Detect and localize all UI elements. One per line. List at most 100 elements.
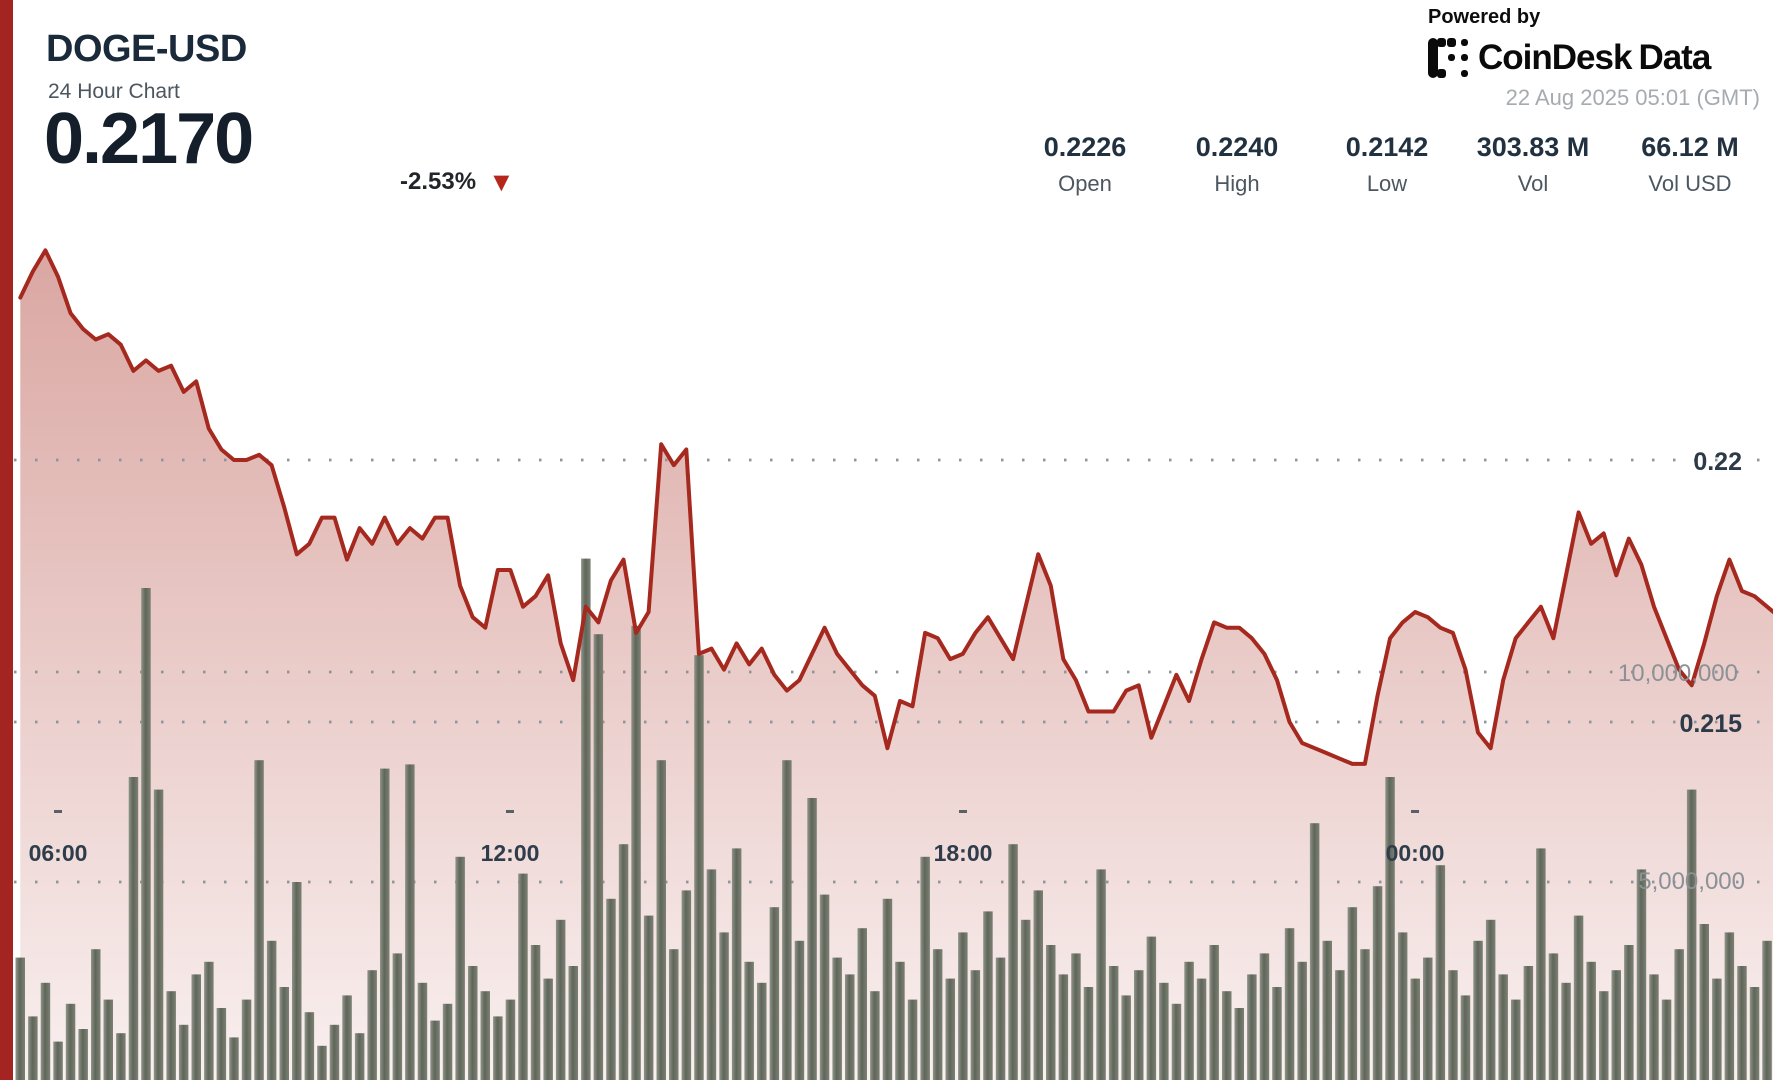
volume-bar	[1108, 966, 1119, 1080]
volume-bar	[141, 588, 151, 1080]
volume-bar	[229, 1037, 239, 1080]
volume-bar	[920, 856, 930, 1080]
volume-bar	[405, 764, 415, 1080]
volume-bar	[518, 873, 528, 1080]
chart-left-edge-stripe	[0, 0, 13, 1080]
volume-bar	[1234, 1008, 1244, 1080]
volume-bar	[380, 768, 390, 1080]
volume-bar	[78, 1029, 88, 1080]
volume-bar	[1724, 932, 1735, 1080]
volume-bar	[442, 1003, 453, 1080]
volume-bar	[1561, 982, 1571, 1080]
volume-bar	[945, 978, 955, 1080]
volume-bar	[1322, 940, 1332, 1080]
volume-bar	[367, 970, 377, 1080]
volume-bar	[1423, 957, 1433, 1080]
volume-bar	[455, 856, 465, 1080]
volume-bar	[995, 957, 1006, 1080]
volume-bar	[568, 966, 578, 1080]
volume-bar	[1297, 961, 1307, 1080]
volume-bar	[593, 634, 604, 1080]
volume-bar	[128, 777, 139, 1080]
volume-bar	[1686, 789, 1697, 1080]
volume-bar	[1511, 999, 1521, 1080]
volume-bar	[1096, 869, 1106, 1080]
volume-bar	[1473, 940, 1483, 1080]
volume-bar	[857, 928, 867, 1080]
volume-bar	[656, 760, 666, 1080]
volume-bar	[530, 945, 541, 1080]
volume-bar	[254, 760, 264, 1080]
volume-bar	[417, 982, 428, 1080]
volume-bar	[643, 915, 654, 1080]
volume-bar	[15, 957, 25, 1080]
volume-bar	[1712, 978, 1722, 1080]
volume-bar	[40, 982, 51, 1080]
volume-bar	[757, 982, 767, 1080]
volume-bar	[204, 961, 214, 1080]
volume-bar	[1448, 970, 1458, 1080]
volume-bar	[1146, 936, 1157, 1080]
volume-bar	[731, 848, 742, 1080]
volume-bars	[15, 558, 1772, 1080]
volume-bar	[932, 949, 943, 1080]
volume-bar	[430, 1020, 440, 1080]
volume-bar	[694, 655, 704, 1080]
volume-bar	[782, 760, 792, 1080]
volume-bar	[1586, 961, 1596, 1080]
volume-bar	[1624, 945, 1634, 1080]
volume-bar	[907, 999, 918, 1080]
volume-bar	[342, 995, 352, 1080]
volume-bar	[845, 974, 855, 1080]
volume-bar	[279, 987, 289, 1080]
volume-bar	[1272, 987, 1282, 1080]
volume-bar	[1435, 865, 1446, 1080]
volume-bar	[606, 898, 616, 1080]
volume-bar	[91, 949, 101, 1080]
volume-bar	[178, 1024, 189, 1080]
volume-bar	[1385, 777, 1395, 1080]
volume-bar	[354, 1033, 365, 1080]
volume-bar	[1159, 982, 1169, 1080]
volume-bar	[191, 974, 201, 1080]
volume-bar	[1372, 886, 1383, 1080]
volume-bar	[216, 1008, 227, 1080]
volume-bar	[266, 940, 277, 1080]
volume-bar	[807, 798, 817, 1080]
volume-bar	[543, 978, 553, 1080]
volume-bar	[1737, 966, 1747, 1080]
volume-bar	[744, 961, 754, 1080]
volume-bar	[1611, 970, 1621, 1080]
volume-bar	[1573, 915, 1584, 1080]
volume-bar	[1599, 991, 1609, 1080]
volume-bar	[769, 907, 780, 1080]
volume-bar	[1046, 945, 1056, 1080]
volume-bar	[1121, 995, 1131, 1080]
volume-bar	[1033, 890, 1043, 1080]
volume-bar	[1661, 999, 1672, 1080]
volume-bar	[53, 1041, 63, 1080]
volume-bar	[292, 882, 302, 1080]
volume-bar	[116, 1033, 126, 1080]
volume-bar	[1649, 974, 1659, 1080]
volume-bar	[1284, 928, 1295, 1080]
volume-bar	[1222, 991, 1232, 1080]
volume-bar	[631, 625, 641, 1080]
volume-bar	[555, 919, 566, 1080]
volume-bar	[1749, 987, 1760, 1080]
volume-bar	[895, 961, 905, 1080]
volume-bar	[1498, 974, 1508, 1080]
price-line	[18, 248, 1773, 766]
volume-bar	[468, 966, 478, 1080]
volume-bar	[832, 957, 842, 1080]
volume-bar	[1397, 932, 1408, 1080]
volume-bar	[1058, 974, 1069, 1080]
volume-bar	[819, 894, 830, 1080]
volume-bar	[1536, 848, 1546, 1080]
volume-bar	[706, 869, 717, 1080]
volume-bar	[1548, 953, 1559, 1080]
volume-bar	[65, 1003, 76, 1080]
volume-bar	[392, 953, 403, 1080]
